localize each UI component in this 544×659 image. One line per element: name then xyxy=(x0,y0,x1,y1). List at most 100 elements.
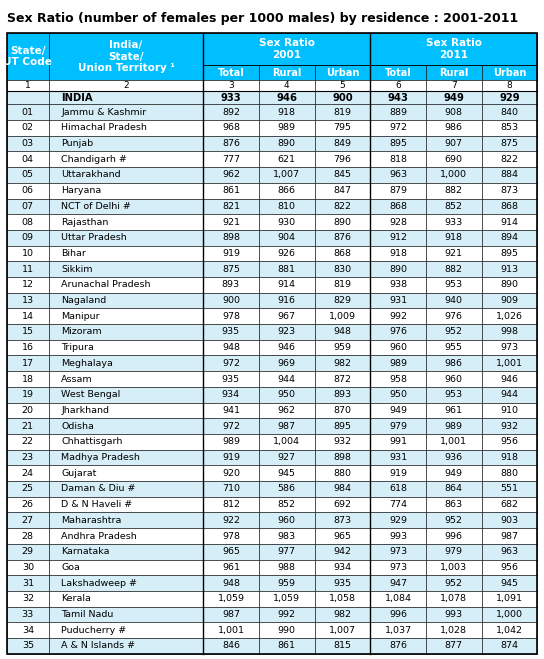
Bar xyxy=(259,246,314,262)
Bar xyxy=(482,65,537,80)
Text: Tripura: Tripura xyxy=(61,343,94,352)
Bar xyxy=(259,80,314,92)
Bar xyxy=(259,120,314,136)
Bar xyxy=(482,497,537,513)
Bar xyxy=(49,591,203,607)
Text: Tamil Nadu: Tamil Nadu xyxy=(61,610,114,619)
Text: 07: 07 xyxy=(22,202,34,211)
Bar xyxy=(49,622,203,638)
Bar xyxy=(203,262,259,277)
Bar xyxy=(426,308,482,324)
Bar xyxy=(259,638,314,654)
Text: 877: 877 xyxy=(445,641,463,650)
Bar xyxy=(426,80,482,92)
Bar xyxy=(7,528,49,544)
Text: 931: 931 xyxy=(389,453,407,462)
Text: 923: 923 xyxy=(277,328,296,337)
Text: 1,059: 1,059 xyxy=(273,594,300,603)
Text: 987: 987 xyxy=(500,532,518,540)
Bar xyxy=(259,104,314,120)
Bar xyxy=(7,355,49,371)
Bar xyxy=(314,355,370,371)
Bar xyxy=(426,152,482,167)
Text: 952: 952 xyxy=(445,328,463,337)
Bar xyxy=(314,607,370,622)
Text: 914: 914 xyxy=(277,280,296,289)
Bar xyxy=(314,575,370,591)
Text: 12: 12 xyxy=(22,280,34,289)
Bar xyxy=(426,120,482,136)
Text: 912: 912 xyxy=(389,233,407,243)
Text: 895: 895 xyxy=(389,139,407,148)
Text: Lakshadweep #: Lakshadweep # xyxy=(61,579,138,588)
Bar xyxy=(482,120,537,136)
Text: 892: 892 xyxy=(222,107,240,117)
Text: 950: 950 xyxy=(277,390,296,399)
Text: 09: 09 xyxy=(22,233,34,243)
Bar xyxy=(314,230,370,246)
Text: 1,059: 1,059 xyxy=(218,594,244,603)
Bar xyxy=(203,607,259,622)
Text: 1: 1 xyxy=(25,81,30,90)
Text: 876: 876 xyxy=(222,139,240,148)
Text: 945: 945 xyxy=(500,579,518,588)
Text: 1,091: 1,091 xyxy=(496,594,523,603)
Bar xyxy=(7,638,49,654)
Bar xyxy=(370,277,426,293)
Text: 1,026: 1,026 xyxy=(496,312,523,321)
Text: 846: 846 xyxy=(222,641,240,650)
Bar xyxy=(314,434,370,449)
Bar xyxy=(49,198,203,214)
Text: 849: 849 xyxy=(333,139,351,148)
Text: 948: 948 xyxy=(333,328,351,337)
Text: 945: 945 xyxy=(277,469,296,478)
Bar xyxy=(314,92,370,104)
Bar xyxy=(482,434,537,449)
Bar xyxy=(203,33,370,65)
Bar xyxy=(370,92,426,104)
Bar xyxy=(370,80,426,92)
Text: 972: 972 xyxy=(222,359,240,368)
Text: Urban: Urban xyxy=(493,68,526,78)
Text: 815: 815 xyxy=(333,641,351,650)
Bar xyxy=(7,371,49,387)
Text: 973: 973 xyxy=(500,343,518,352)
Text: 22: 22 xyxy=(22,438,34,446)
Text: 864: 864 xyxy=(445,484,463,494)
Text: 989: 989 xyxy=(445,422,463,430)
Text: 938: 938 xyxy=(389,280,407,289)
Bar xyxy=(259,497,314,513)
Text: 02: 02 xyxy=(22,123,34,132)
Text: 890: 890 xyxy=(333,217,351,227)
Bar xyxy=(426,371,482,387)
Bar xyxy=(259,575,314,591)
Text: 935: 935 xyxy=(222,328,240,337)
Bar xyxy=(259,293,314,308)
Bar xyxy=(314,418,370,434)
Bar xyxy=(426,544,482,559)
Text: Bihar: Bihar xyxy=(61,249,86,258)
Bar xyxy=(7,622,49,638)
Text: Meghalaya: Meghalaya xyxy=(61,359,113,368)
Bar xyxy=(370,418,426,434)
Bar xyxy=(314,293,370,308)
Bar xyxy=(482,465,537,481)
Bar xyxy=(7,324,49,340)
Bar xyxy=(49,418,203,434)
Text: 822: 822 xyxy=(333,202,351,211)
Bar xyxy=(426,497,482,513)
Bar xyxy=(259,465,314,481)
Text: 08: 08 xyxy=(22,217,34,227)
Text: Uttar Pradesh: Uttar Pradesh xyxy=(61,233,127,243)
Text: 898: 898 xyxy=(333,453,351,462)
Bar xyxy=(314,65,370,80)
Text: 04: 04 xyxy=(22,155,34,164)
Bar xyxy=(7,277,49,293)
Bar xyxy=(482,262,537,277)
Bar xyxy=(259,167,314,183)
Text: 821: 821 xyxy=(222,202,240,211)
Text: 16: 16 xyxy=(22,343,34,352)
Bar xyxy=(482,198,537,214)
Text: 967: 967 xyxy=(277,312,296,321)
Bar xyxy=(370,262,426,277)
